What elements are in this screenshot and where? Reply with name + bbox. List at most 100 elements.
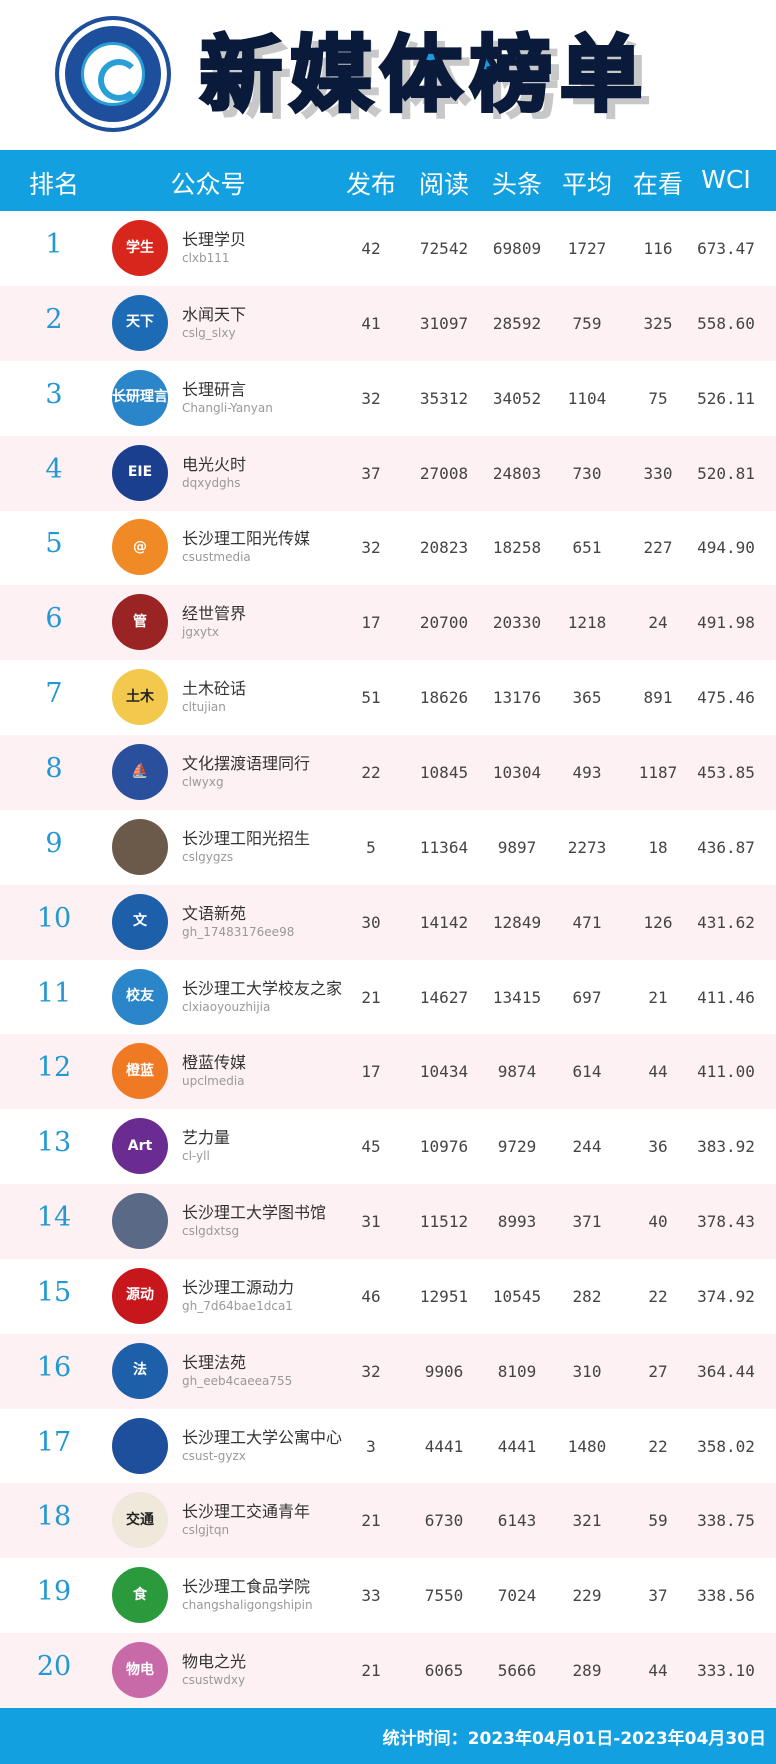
- wci-value: 436.87: [697, 837, 755, 857]
- account-name[interactable]: 长理学贝: [182, 230, 247, 249]
- table-row[interactable]: 8 ⛵ 文化摆渡语理同行 clwyxg 22 10845 10304 493 1187 45…: [0, 734, 776, 810]
- account-name[interactable]: 水闻天下: [182, 304, 247, 324]
- account-avatar: 文: [112, 893, 168, 950]
- account-name[interactable]: 经世管界: [182, 604, 247, 624]
- rank: 17: [36, 1426, 72, 1458]
- rank: 5: [45, 528, 63, 560]
- account-name[interactable]: 文化摆渡语理同行: [182, 753, 311, 773]
- wci-value: 431.62: [697, 912, 755, 932]
- account-name[interactable]: 长理研言: [182, 379, 247, 399]
- likes-value: 1187: [638, 762, 678, 782]
- account-name[interactable]: 橙蓝传媒: [182, 1053, 247, 1073]
- top-value: 9897: [497, 837, 537, 857]
- top-value: 24803: [492, 463, 542, 483]
- reads-value: 9906: [424, 1361, 464, 1381]
- page-title: 新媒体榜单: [198, 26, 651, 125]
- avg-value: 371: [572, 1212, 602, 1232]
- table-row[interactable]: 12 橙蓝 橙蓝传媒 upclmedia 17 10434 9874 614 44 411.…: [0, 1034, 776, 1110]
- account-id: cl-yll: [182, 1149, 210, 1164]
- table-row[interactable]: 19 食 长沙理工食品学院 changshaligongshipin 33 7550…: [0, 1558, 776, 1633]
- table-row[interactable]: 4 EIE 电光火时 dqxydghs 37 27008 24803 730 330 520…: [0, 435, 776, 511]
- account-id: cslgdxtsg: [182, 1224, 240, 1239]
- account-name[interactable]: 长沙理工大学公寓中心: [182, 1427, 343, 1447]
- table-row[interactable]: 7 土木 土木砼话 cltujian 51 18626 13176 365 891 475.…: [0, 660, 776, 735]
- table-row[interactable]: 13 Art 艺力量 cl-yll 45 10976 9729 244 36 383.92: [0, 1109, 776, 1184]
- rank: 11: [36, 977, 72, 1009]
- table-row[interactable]: 14 长沙理工大学图书馆 cslgdxtsg 31 11512 8993 371 40 37…: [0, 1184, 776, 1260]
- account-id: Changli-Yanyan: [182, 400, 273, 415]
- top-value: 69809: [492, 239, 542, 258]
- avg-value: 365: [572, 688, 602, 708]
- account-name[interactable]: 长理法苑: [182, 1352, 247, 1372]
- reads-value: 10976: [419, 1137, 469, 1157]
- account-name[interactable]: 艺力量: [182, 1128, 231, 1148]
- header-1: 公众号: [170, 170, 246, 199]
- reads-value: 14142: [419, 912, 469, 932]
- likes-value: 116: [643, 239, 673, 258]
- top-value: 4441: [497, 1436, 537, 1456]
- avg-value: 244: [572, 1137, 602, 1157]
- rank: 3: [45, 378, 63, 410]
- account-name[interactable]: 长沙理工大学图书馆: [182, 1203, 327, 1223]
- header-7: WCI: [701, 165, 751, 194]
- account-name[interactable]: 物电之光: [182, 1652, 247, 1672]
- table-row[interactable]: 20 物电 物电之光 csustwdxy 21 6065 5666 289 44 333.1…: [0, 1633, 776, 1709]
- table-row[interactable]: 1 学生 长理学贝 clxb111 42 72542 69809 1727 116 673.…: [0, 211, 776, 286]
- rank: 2: [45, 303, 63, 335]
- reads-value: 11512: [419, 1212, 469, 1232]
- table-row[interactable]: 2 天下 水闻天下 cslg_slxy 41 31097 28592 759 325 558…: [0, 285, 776, 361]
- reads-value: 72542: [419, 239, 469, 258]
- account-name[interactable]: 文语新苑: [182, 903, 247, 923]
- top-value: 10304: [492, 762, 542, 782]
- table-row[interactable]: 15 源动 长沙理工源动力 gh_7d64bae1dca1 46 12951 1054…: [0, 1259, 776, 1334]
- table-row[interactable]: 17 长沙理工大学公寓中心 csust-gyzx 3 4441 4441 1480 22 3…: [0, 1409, 776, 1484]
- posts-value: 46: [361, 1286, 381, 1306]
- account-id: clwyxg: [182, 774, 224, 789]
- reads-value: 7550: [424, 1586, 464, 1606]
- account-name[interactable]: 长沙理工大学校友之家: [182, 978, 343, 998]
- account-avatar: 管: [112, 594, 168, 651]
- rank: 14: [36, 1202, 72, 1234]
- avg-value: 310: [572, 1361, 602, 1381]
- top-value: 12849: [492, 912, 542, 932]
- account-name[interactable]: 土木砼话: [182, 679, 247, 699]
- table-row[interactable]: 16 法 长理法苑 gh_eeb4caeea755 32 9906 8109 310 27…: [0, 1333, 776, 1409]
- table-row[interactable]: 10 文 文语新苑 gh_17483176ee98 30 14142 12849 471…: [0, 884, 776, 960]
- table-row[interactable]: 5 @ 长沙理工阳光传媒 csustmedia 32 20823 18258 651 22…: [0, 510, 776, 585]
- top-value: 9874: [497, 1062, 537, 1082]
- account-name[interactable]: 长沙理工交通青年: [182, 1502, 311, 1522]
- account-name[interactable]: 长沙理工源动力: [182, 1277, 295, 1297]
- table-row[interactable]: 6 管 经世管界 jgxytx 17 20700 20330 1218 24 491.98: [0, 585, 776, 661]
- likes-value: 227: [643, 538, 673, 558]
- account-avatar: ⛵: [112, 743, 168, 800]
- rank: 19: [36, 1576, 72, 1608]
- likes-value: 22: [648, 1436, 668, 1456]
- avg-value: 2273: [567, 837, 607, 857]
- account-id: dqxydghs: [182, 475, 241, 490]
- rank: 4: [45, 453, 63, 485]
- table-row[interactable]: 9 长沙理工阳光招生 cslgygzs 5 11364 9897 2273 18 436.8…: [0, 810, 776, 885]
- account-avatar: 校友: [112, 968, 168, 1025]
- likes-value: 44: [648, 1062, 668, 1082]
- posts-value: 5: [366, 837, 376, 857]
- rank: 20: [36, 1651, 72, 1683]
- rank: 15: [36, 1276, 72, 1308]
- account-name[interactable]: 长沙理工阳光招生: [182, 828, 311, 848]
- account-id: jgxytx: [182, 625, 219, 640]
- wci-value: 364.44: [697, 1361, 755, 1381]
- account-name[interactable]: 长沙理工食品学院: [182, 1577, 311, 1597]
- table-row[interactable]: 11 校友 长沙理工大学校友之家 clxiaoyouzhijia 21 14627 1…: [0, 960, 776, 1035]
- header-0: 排名: [28, 170, 80, 199]
- table-row[interactable]: 18 交通 长沙理工交通青年 cslgjtqn 21 6730 6143 321 59 33…: [0, 1483, 776, 1559]
- header-4: 头条: [491, 170, 543, 199]
- table-row[interactable]: 3 长研理言 长理研言 Changli-Yanyan 32 35312 34052 11…: [0, 361, 776, 436]
- account-name[interactable]: 长沙理工阳光传媒: [182, 529, 311, 549]
- posts-value: 31: [361, 1212, 381, 1232]
- posts-value: 41: [361, 313, 381, 333]
- posts-value: 33: [361, 1586, 381, 1606]
- account-name[interactable]: 电光火时: [182, 454, 247, 474]
- stat-period: 统计时间：2023年04月01日-2023年04月30日: [382, 1729, 766, 1749]
- likes-value: 21: [648, 987, 668, 1007]
- posts-value: 3: [366, 1436, 376, 1456]
- account-avatar: 法: [112, 1342, 168, 1399]
